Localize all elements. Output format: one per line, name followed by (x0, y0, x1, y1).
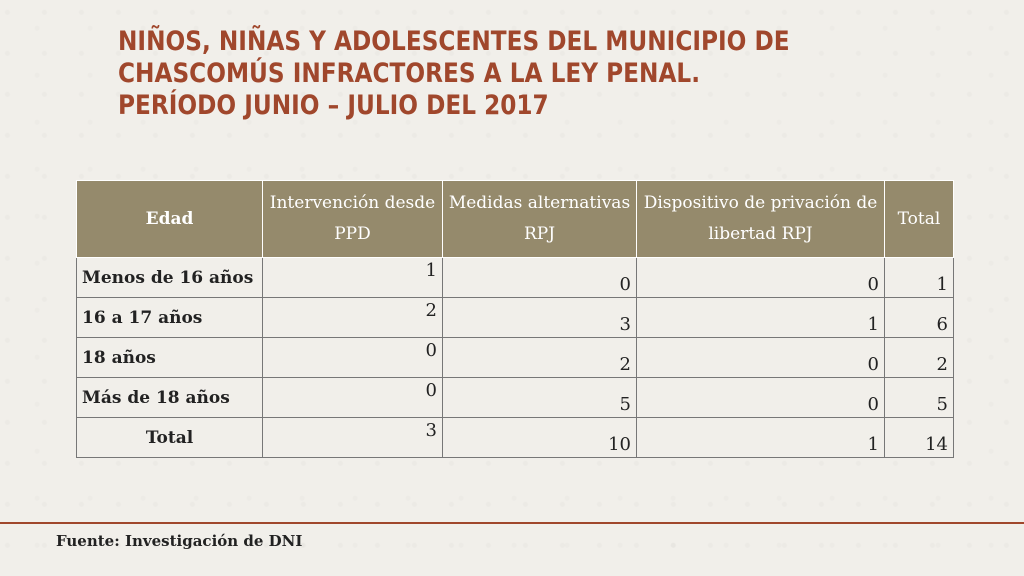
data-table: Edad Intervención desde PPD Medidas alte… (76, 180, 954, 458)
footer-divider (0, 522, 1024, 524)
cell-total: 14 (884, 417, 954, 458)
title-line-2: CHASCOMÚS INFRACTORES A LA LEY PENAL. (118, 58, 701, 89)
cell-total: 5 (884, 377, 954, 418)
source-note: Fuente: Investigación de DNI (56, 532, 303, 550)
header-medidas: Medidas alternativas RPJ (442, 180, 637, 258)
cell-medidas: 2 (442, 337, 637, 378)
title-line-1: NIÑOS, NIÑAS Y ADOLESCENTES DEL MUNICIPI… (118, 26, 790, 57)
cell-dispositivo: 1 (636, 417, 885, 458)
title-line-3: PERÍODO JUNIO – JULIO DEL 2017 (118, 90, 549, 121)
row-label: 18 años (76, 337, 263, 378)
cell-intervencion: 0 (262, 337, 443, 378)
cell-medidas: 10 (442, 417, 637, 458)
slide-title: NIÑOS, NIÑAS Y ADOLESCENTES DEL MUNICIPI… (118, 26, 875, 122)
cell-intervencion: 0 (262, 377, 443, 418)
cell-total: 2 (884, 337, 954, 378)
cell-total: 1 (884, 257, 954, 298)
cell-dispositivo: 1 (636, 297, 885, 338)
cell-total: 6 (884, 297, 954, 338)
row-label: Total (76, 417, 263, 458)
row-label: Más de 18 años (76, 377, 263, 418)
table-row-total: Total 3 10 1 14 (76, 417, 954, 458)
header-dispositivo: Dispositivo de privación de libertad RPJ (636, 180, 885, 258)
cell-medidas: 3 (442, 297, 637, 338)
table-row: Menos de 16 años 1 0 0 1 (76, 257, 954, 298)
cell-dispositivo: 0 (636, 377, 885, 418)
row-label: 16 a 17 años (76, 297, 263, 338)
header-edad: Edad (76, 180, 263, 258)
table-row: 16 a 17 años 2 3 1 6 (76, 297, 954, 338)
cell-intervencion: 3 (262, 417, 443, 458)
table-row: Más de 18 años 0 5 0 5 (76, 377, 954, 418)
table-row: 18 años 0 2 0 2 (76, 337, 954, 378)
cell-medidas: 0 (442, 257, 637, 298)
row-label: Menos de 16 años (76, 257, 263, 298)
cell-dispositivo: 0 (636, 337, 885, 378)
table-header-row: Edad Intervención desde PPD Medidas alte… (76, 180, 954, 258)
cell-medidas: 5 (442, 377, 637, 418)
header-total: Total (884, 180, 954, 258)
cell-intervencion: 2 (262, 297, 443, 338)
cell-dispositivo: 0 (636, 257, 885, 298)
header-intervencion: Intervención desde PPD (262, 180, 443, 258)
cell-intervencion: 1 (262, 257, 443, 298)
